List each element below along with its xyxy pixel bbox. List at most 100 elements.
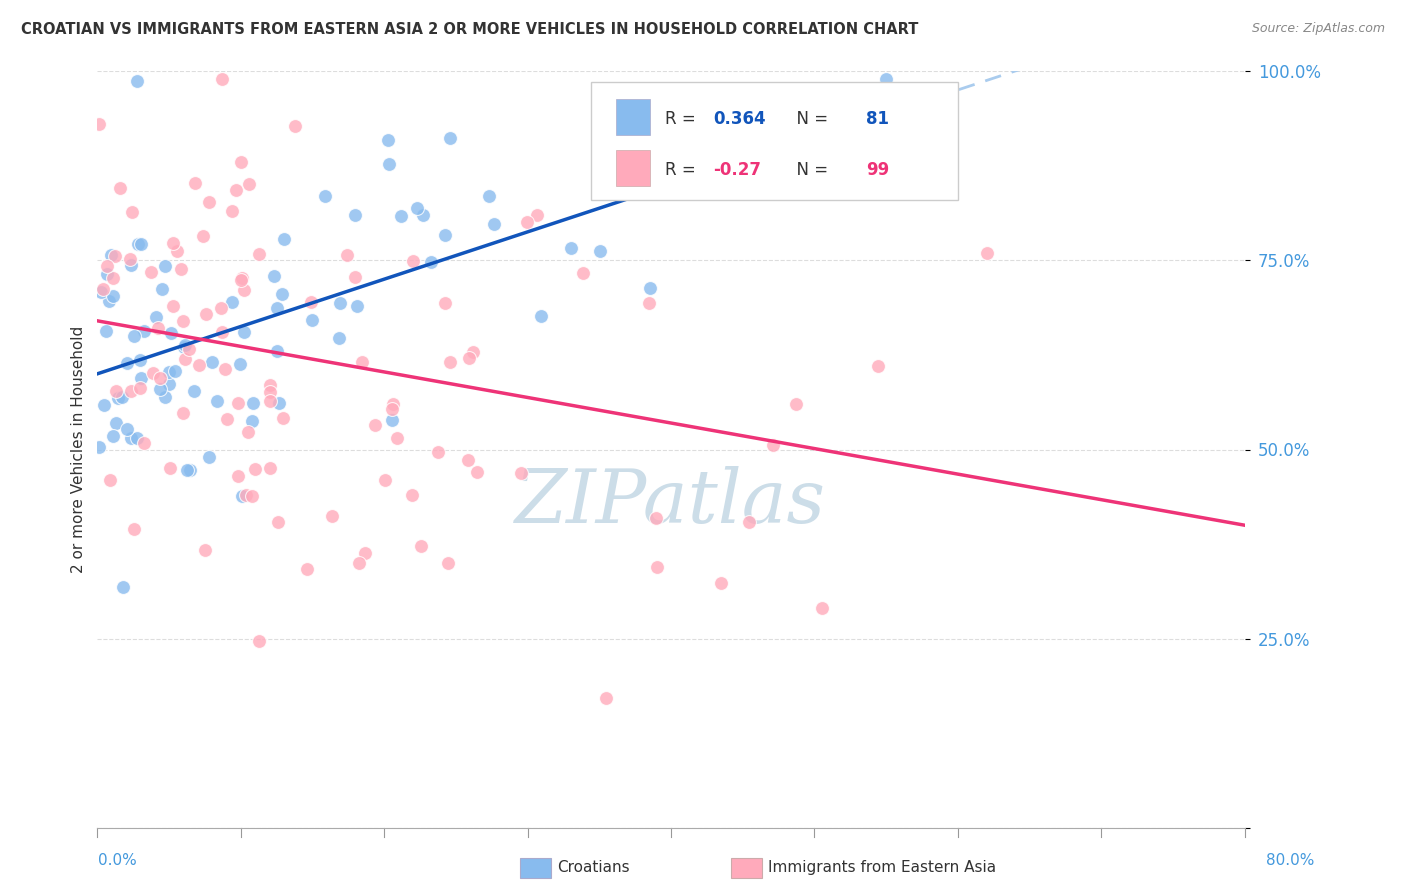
Point bbox=[461, 345, 484, 359]
Point bbox=[150, 282, 173, 296]
Point bbox=[347, 556, 370, 570]
Point bbox=[385, 431, 408, 445]
Point bbox=[157, 377, 180, 392]
Point bbox=[751, 182, 773, 196]
Point bbox=[173, 338, 195, 352]
Point bbox=[221, 203, 243, 218]
Point bbox=[401, 488, 423, 502]
Point bbox=[162, 299, 184, 313]
Point bbox=[405, 201, 427, 215]
Point bbox=[437, 556, 460, 570]
Point bbox=[115, 356, 138, 370]
Point bbox=[201, 355, 224, 369]
Text: 81: 81 bbox=[866, 110, 889, 128]
Point bbox=[595, 691, 617, 706]
Point bbox=[231, 489, 253, 503]
Point bbox=[364, 418, 387, 433]
Point bbox=[91, 281, 114, 295]
Point bbox=[343, 269, 366, 284]
Point bbox=[299, 295, 322, 310]
Point bbox=[194, 543, 217, 558]
Point bbox=[214, 361, 236, 376]
Point bbox=[215, 412, 238, 426]
Point bbox=[328, 331, 350, 345]
Point bbox=[101, 289, 124, 303]
Point bbox=[457, 351, 479, 366]
Point bbox=[638, 295, 661, 310]
Point bbox=[235, 488, 257, 502]
Point bbox=[343, 209, 366, 223]
Point bbox=[402, 253, 425, 268]
Point bbox=[107, 391, 129, 405]
Point bbox=[647, 560, 669, 574]
Point bbox=[90, 285, 112, 299]
Text: Croatians: Croatians bbox=[557, 860, 630, 874]
Point bbox=[155, 259, 177, 273]
Point bbox=[96, 259, 118, 273]
Point bbox=[240, 489, 263, 503]
Point bbox=[211, 325, 233, 339]
Point bbox=[381, 413, 404, 427]
Point bbox=[510, 467, 533, 481]
Point bbox=[160, 326, 183, 340]
Point bbox=[179, 463, 201, 477]
Point bbox=[381, 401, 404, 416]
Point bbox=[155, 390, 177, 404]
Point bbox=[198, 450, 221, 464]
Point bbox=[228, 357, 250, 371]
Point bbox=[295, 561, 318, 575]
Point bbox=[259, 384, 281, 399]
Text: N =: N = bbox=[786, 161, 832, 178]
Point bbox=[478, 188, 501, 202]
Point bbox=[875, 71, 897, 86]
Point bbox=[976, 246, 998, 260]
Point bbox=[104, 384, 127, 398]
Point bbox=[157, 366, 180, 380]
Point bbox=[101, 428, 124, 442]
Point bbox=[193, 228, 215, 243]
Point bbox=[127, 431, 149, 445]
Point bbox=[169, 261, 191, 276]
Point bbox=[104, 249, 127, 263]
FancyBboxPatch shape bbox=[616, 99, 651, 136]
Point bbox=[226, 396, 249, 410]
Point bbox=[377, 133, 399, 147]
Point bbox=[120, 384, 142, 399]
Point bbox=[111, 390, 134, 404]
Text: Source: ZipAtlas.com: Source: ZipAtlas.com bbox=[1251, 22, 1385, 36]
Point bbox=[530, 309, 553, 323]
Point bbox=[243, 461, 266, 475]
Point bbox=[785, 397, 807, 411]
Point bbox=[225, 183, 247, 197]
Point bbox=[314, 188, 336, 202]
Point bbox=[132, 435, 155, 450]
Point bbox=[108, 180, 131, 194]
Point bbox=[145, 310, 167, 325]
Text: ZIPatlas: ZIPatlas bbox=[516, 467, 827, 539]
Point bbox=[166, 244, 188, 259]
Text: Immigrants from Eastern Asia: Immigrants from Eastern Asia bbox=[768, 860, 995, 874]
Text: 99: 99 bbox=[866, 161, 889, 178]
Point bbox=[247, 633, 270, 648]
Point bbox=[98, 293, 121, 308]
Point bbox=[231, 270, 253, 285]
Point bbox=[211, 301, 233, 315]
Point bbox=[121, 205, 143, 219]
Point bbox=[226, 468, 249, 483]
Point bbox=[434, 228, 457, 243]
Point bbox=[163, 364, 186, 378]
Point bbox=[142, 367, 165, 381]
Point bbox=[149, 371, 172, 385]
Point bbox=[233, 326, 256, 340]
Point bbox=[259, 393, 281, 408]
Point bbox=[172, 313, 194, 327]
Point bbox=[98, 473, 121, 487]
Point bbox=[187, 359, 209, 373]
Point bbox=[247, 247, 270, 261]
Point bbox=[159, 461, 181, 475]
Point bbox=[382, 397, 405, 411]
Point bbox=[120, 258, 142, 272]
Point bbox=[640, 281, 662, 295]
Point bbox=[329, 296, 352, 310]
Point bbox=[96, 324, 118, 338]
